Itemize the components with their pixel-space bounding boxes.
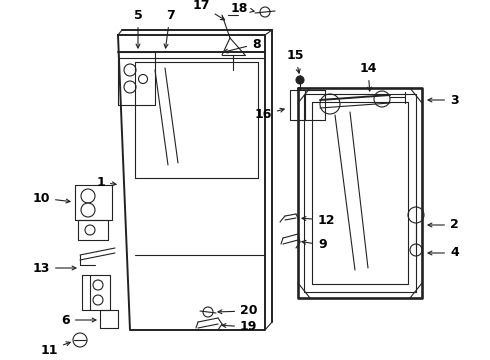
- Text: 5: 5: [134, 9, 143, 48]
- Text: 11: 11: [41, 342, 70, 356]
- Text: 3: 3: [428, 94, 459, 107]
- Text: 19: 19: [222, 320, 257, 333]
- Text: 10: 10: [32, 192, 70, 204]
- Text: 8: 8: [224, 37, 261, 53]
- Text: 6: 6: [61, 314, 96, 327]
- Text: 7: 7: [164, 9, 174, 48]
- Circle shape: [296, 76, 304, 84]
- Text: 14: 14: [359, 62, 377, 91]
- Text: 9: 9: [302, 238, 327, 252]
- Text: 4: 4: [428, 247, 459, 260]
- Text: 20: 20: [218, 305, 258, 318]
- Text: 18: 18: [231, 1, 254, 14]
- Text: 12: 12: [302, 213, 336, 226]
- Text: 2: 2: [428, 219, 459, 231]
- Text: 13: 13: [33, 261, 76, 274]
- Text: 1: 1: [96, 175, 116, 189]
- Text: 15: 15: [286, 49, 304, 73]
- Text: 16: 16: [255, 108, 284, 122]
- Text: 17: 17: [193, 0, 224, 20]
